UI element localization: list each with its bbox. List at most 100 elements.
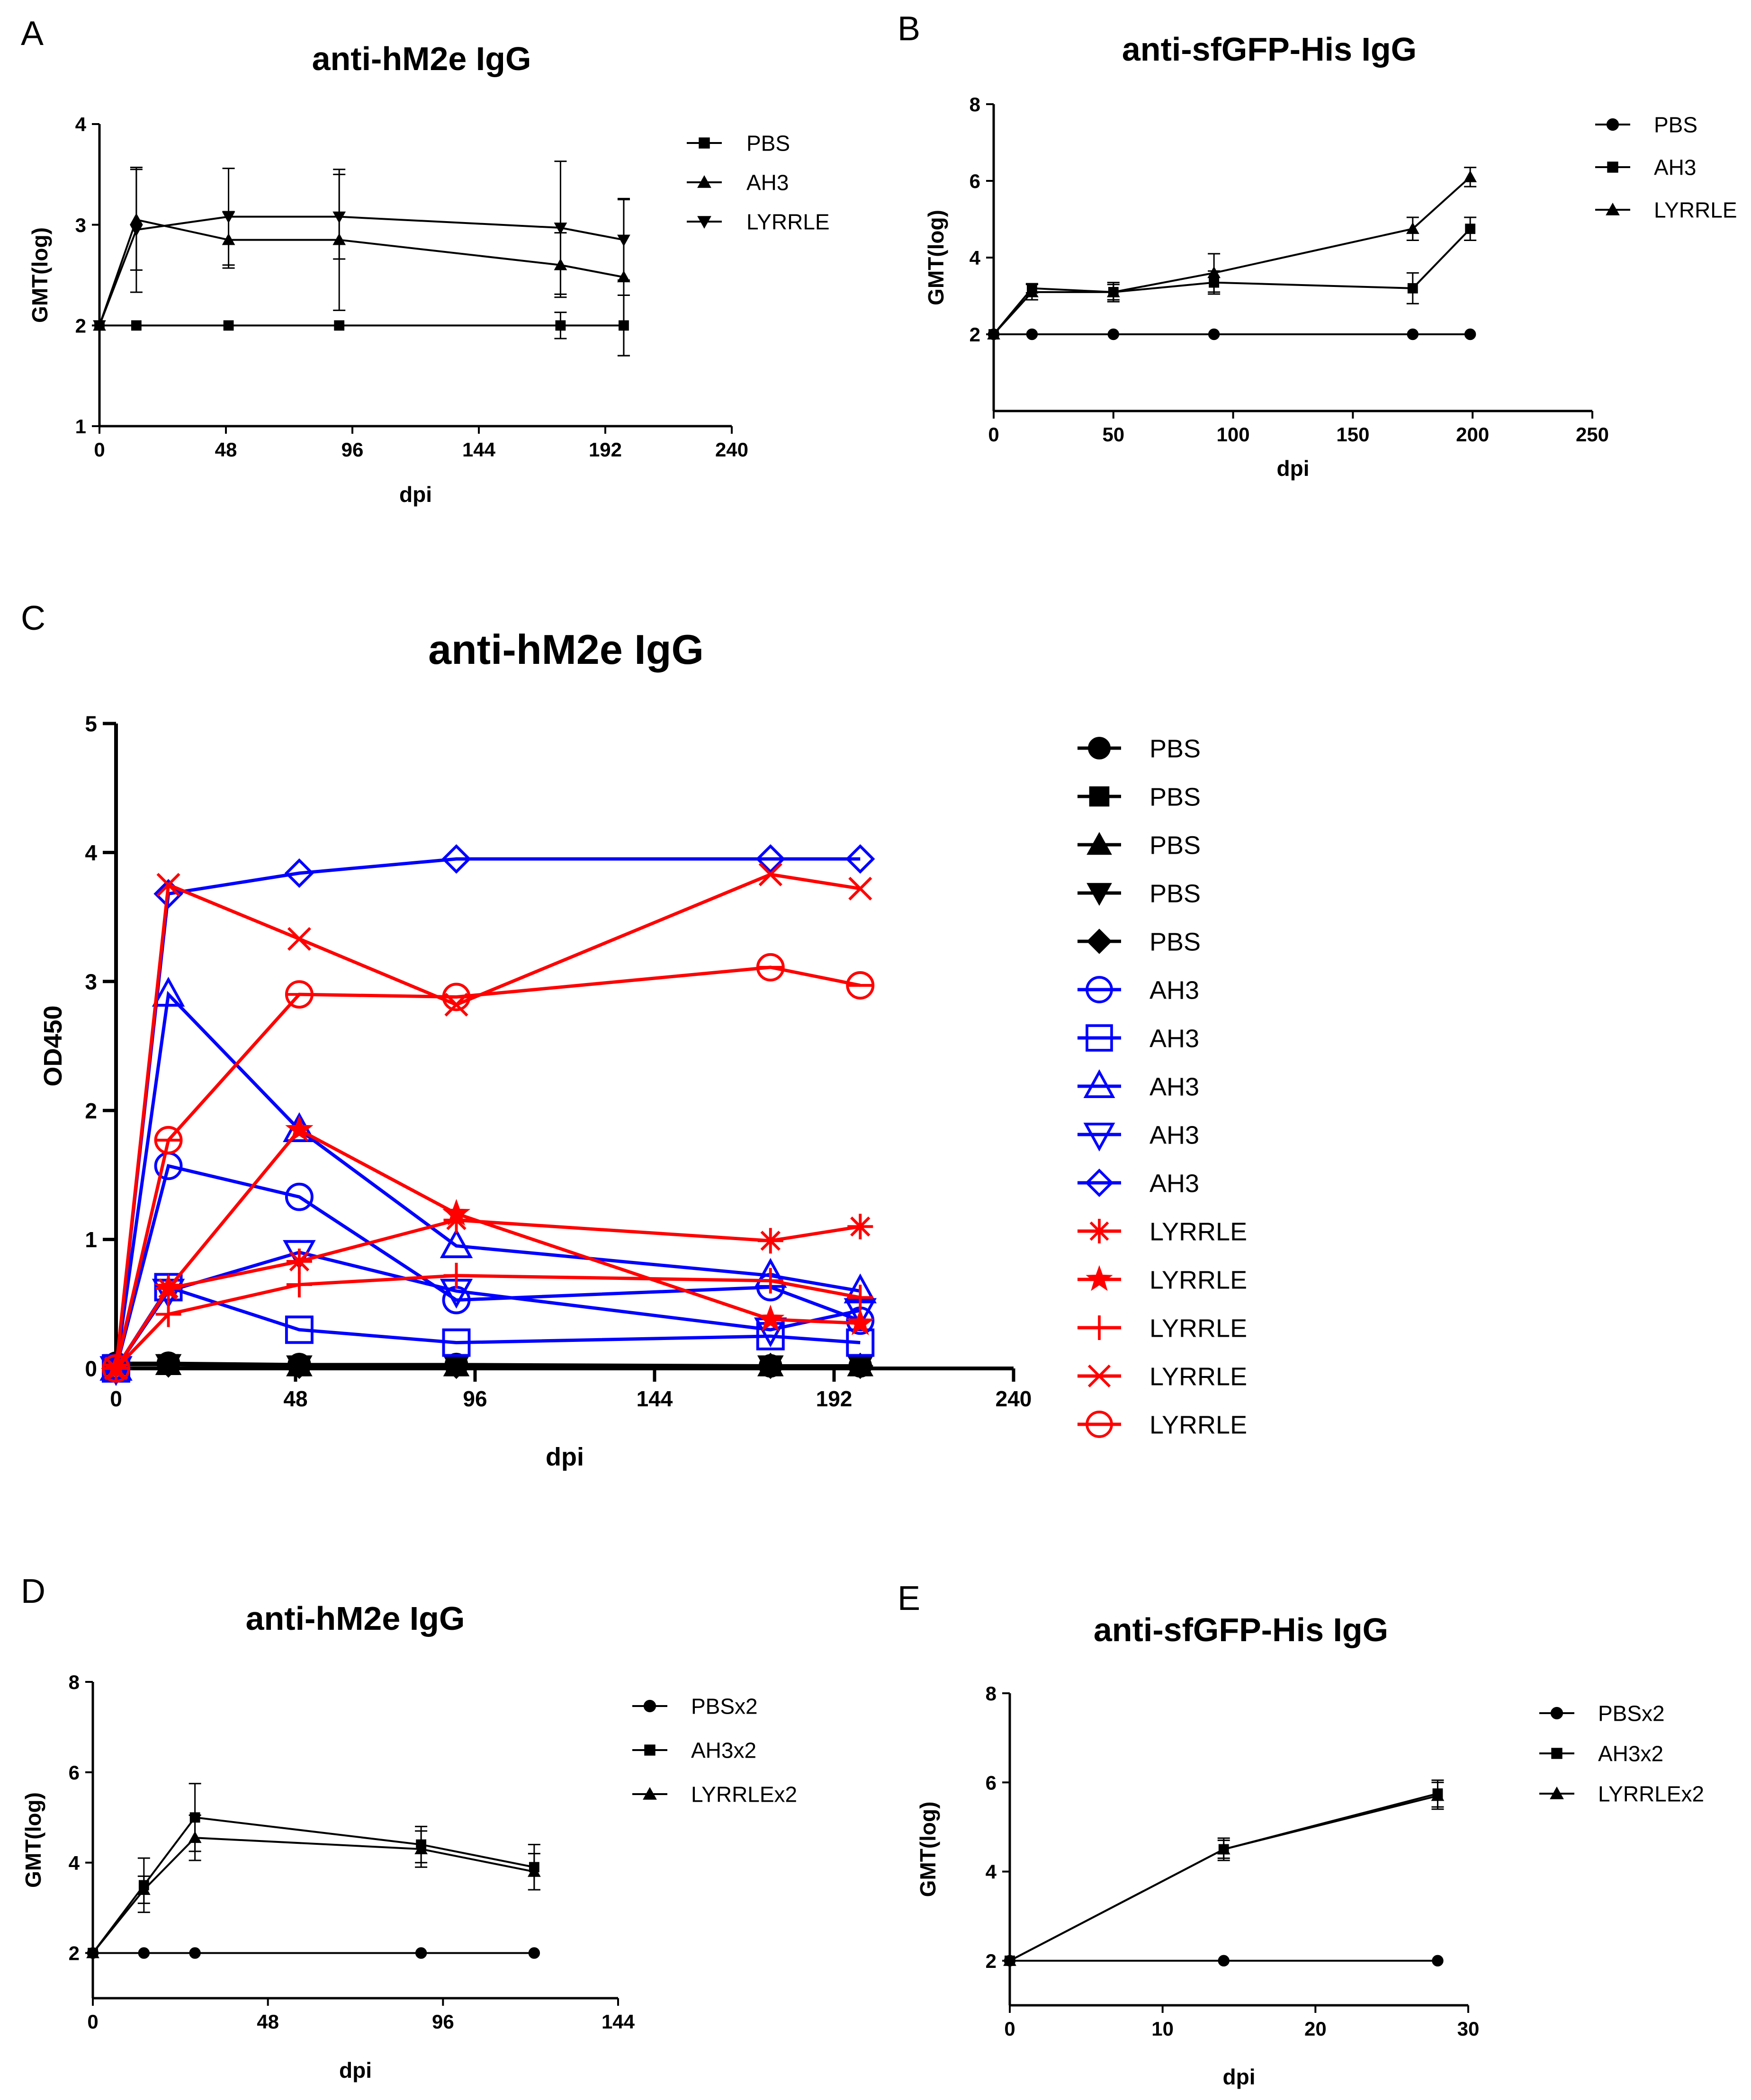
panel-e-series-lyrrlex2 [1003, 1781, 1445, 1966]
panel-d-data-point [414, 1842, 428, 1854]
panel-b-x-tick-label: 200 [1456, 423, 1489, 446]
panel-b-legend-marker [1606, 202, 1620, 215]
panel-c-x-tick-label: 96 [463, 1386, 487, 1411]
panel-e-legend-label: AH3x2 [1598, 1742, 1663, 1766]
panel-c-legend-label: LYRRLE [1149, 1266, 1247, 1294]
panel-a-legend-label: PBS [746, 131, 790, 156]
panel-a-data-point [617, 234, 630, 247]
panel-c-legend-item: PBS [1078, 928, 1201, 956]
panel-c-legend-marker [1086, 976, 1113, 1003]
panel-d-legend-marker [644, 1744, 656, 1756]
panel-c-data-point [846, 971, 875, 1000]
panel-d-letter: D [21, 1573, 45, 1610]
panel-c-legend-marker [1087, 929, 1112, 954]
panel-c-data-point [442, 1198, 471, 1226]
panel-c-series-line [114, 991, 861, 1369]
panel-a-legend-item: PBS [687, 131, 790, 156]
panel-a-series-lyrrle [93, 161, 630, 332]
panel-c-x-tick-label: 144 [637, 1386, 673, 1411]
panel-c-data-point [755, 844, 785, 874]
panel-a-data-point [334, 320, 345, 331]
panel-c-legend: PBS PBS PBS PBS PBS AH3 AH3 AH3 AH3 AH3 LYRRLE LYRR… [1078, 734, 1247, 1439]
panel-a-x-tick-label: 144 [462, 438, 496, 461]
panel-b-x-tick-label: 150 [1336, 423, 1369, 446]
panel-c-title: anti-hM2e IgG [428, 626, 704, 673]
panel-c-data-point [287, 927, 311, 951]
panel-d-y-tick-label: 6 [69, 1761, 80, 1784]
panel-a-letter: A [21, 15, 44, 53]
panel-c-y-tick-label: 5 [85, 712, 97, 736]
panel-d-series-lyrrlex2 [86, 1814, 541, 1958]
panel-c-data-point [443, 1352, 470, 1379]
panel-c-legend-label: AH3 [1149, 1121, 1199, 1149]
panel-c-legend-item: LYRRLE [1078, 1362, 1247, 1391]
panel-a-y-tick-label: 2 [75, 314, 86, 337]
panel-c-data-point [155, 1351, 182, 1378]
panel-b-data-point [1025, 285, 1039, 297]
panel-c-legend-label: LYRRLE [1149, 1217, 1247, 1246]
panel-c-legend-label: AH3 [1149, 1072, 1199, 1101]
panel-c-data-point [441, 844, 471, 874]
panel-d-data-point [528, 1947, 540, 1959]
panel-c-series-ah3 [101, 844, 875, 1384]
panel-c-legend-marker [1083, 1123, 1115, 1152]
panel-e-series-pbsx2 [1004, 1955, 1444, 1967]
panel-d-legend-label: AH3x2 [691, 1738, 756, 1763]
panel-e-data-point [1217, 1842, 1230, 1855]
panel-c-data-point [102, 1354, 130, 1383]
panel-e-series-ah3x2 [1005, 1779, 1444, 1966]
panel-c-data-point [442, 1328, 471, 1357]
panel-c-series-line [115, 1127, 861, 1369]
panel-a-y-tick-label: 3 [75, 214, 86, 236]
panel-b-x-tick-label: 50 [1102, 423, 1124, 446]
panel-e-legend-item: LYRRLEx2 [1539, 1782, 1704, 1806]
panel-c-legend-marker [1087, 1315, 1112, 1340]
panel-c-series-line [114, 965, 861, 1369]
panel-a-data-point [131, 320, 142, 331]
panel-b-x-tick-label: 250 [1576, 423, 1609, 446]
panel-e-legend-marker [1551, 1748, 1562, 1759]
panel-a-legend-marker [697, 216, 711, 229]
panel-a-legend-label: LYRRLE [746, 210, 830, 234]
panel-d-legend-marker [643, 1699, 656, 1713]
panel-e-legend-label: PBSx2 [1598, 1701, 1665, 1726]
panel-a-y-label: GMT(log) [27, 227, 52, 323]
panel-e-data-point [1218, 1955, 1230, 1967]
panel-b-legend-label: LYRRLE [1654, 198, 1737, 223]
panel-c-series-line [114, 1164, 861, 1369]
panel-c-data-point [155, 1301, 181, 1327]
panel-c-legend-marker [1086, 1024, 1113, 1052]
panel-a-series-line [99, 218, 624, 326]
panel-e-y-tick-label: 6 [986, 1771, 997, 1794]
panel-c-data-point [284, 858, 314, 888]
panel-d-y-tick-label: 2 [69, 1942, 80, 1965]
panel-c-legend-marker [1085, 1168, 1114, 1197]
panel-c-data-point [286, 1352, 313, 1379]
panel-a-series-line [99, 215, 624, 326]
panel-d-data-point [528, 1865, 541, 1877]
panel-b-x-tick-label: 0 [988, 423, 999, 446]
panel-c-data-point [286, 1271, 312, 1297]
panel-b-y-tick-label: 2 [970, 323, 980, 346]
panel-a-series-ah3 [93, 169, 630, 357]
panel-b-data-point [1106, 285, 1120, 297]
panel-b-legend-label: PBS [1654, 113, 1697, 137]
panel-b-series-lyrrle [987, 167, 1477, 340]
panel-c-legend-label: AH3 [1149, 976, 1199, 1004]
panel-a-data-point [223, 320, 234, 331]
panel-c-data-point [846, 1308, 874, 1335]
panel-b-data-point [1464, 170, 1477, 182]
panel-b-legend-marker [1607, 161, 1618, 173]
panel-c-data-point [443, 1262, 469, 1288]
panel-c-data-point [847, 1285, 873, 1311]
panel-c-legend-item: PBS [1078, 734, 1201, 763]
panel-c-legend-item: AH3 [1078, 1069, 1199, 1101]
panel-e-x-tick-label: 10 [1151, 2018, 1174, 2040]
panel-c-data-point [846, 1328, 875, 1357]
panel-a-data-point [130, 224, 143, 237]
panel-c-y-tick-label: 2 [85, 1099, 97, 1123]
